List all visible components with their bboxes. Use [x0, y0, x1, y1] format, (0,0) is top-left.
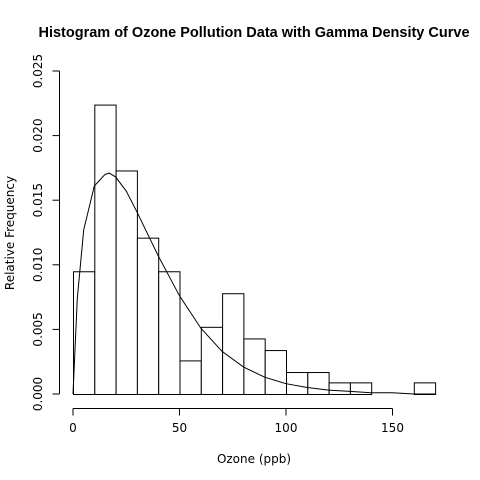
x-axis: 0 50 100 150 [69, 408, 404, 435]
x-tick-label-0: 0 [69, 421, 77, 435]
y-axis: 0.000 0.005 0.010 0.015 0.020 0.025 [31, 54, 60, 411]
histogram-bar-2 [115, 170, 138, 395]
x-axis-label: Ozone (ppb) [217, 452, 291, 466]
histogram-bar-13 [349, 382, 373, 396]
x-tick-label-2: 100 [275, 421, 298, 435]
histogram-bar-8 [243, 338, 266, 395]
histogram-bar-6 [200, 326, 224, 396]
y-tick-label-3: 0.015 [31, 183, 45, 217]
y-axis-label: Relative Frequency [3, 176, 17, 290]
y-tick-label-5: 0.025 [31, 54, 45, 88]
histogram-bar-1 [94, 104, 117, 395]
y-tick-label-1: 0.005 [31, 312, 45, 346]
y-tick-label-0: 0.000 [31, 377, 45, 411]
histogram-bar-10 [286, 372, 309, 396]
histogram-bars [73, 104, 437, 396]
histogram-bar-5 [179, 360, 202, 395]
x-tick-label-1: 50 [172, 421, 187, 435]
chart-title: Histogram of Ozone Pollution Data with G… [38, 25, 469, 41]
histogram-bar-0 [73, 271, 96, 396]
histogram-bar-9 [264, 350, 288, 395]
histogram-bar-16 [413, 382, 437, 396]
y-tick-label-2: 0.010 [31, 248, 45, 282]
y-tick-label-4: 0.020 [31, 118, 45, 152]
gamma-density-curve [72, 172, 436, 395]
histogram-bar-11 [307, 372, 330, 396]
x-tick-label-3: 150 [381, 421, 404, 435]
histogram-bar-4 [158, 271, 181, 396]
histogram-bar-12 [328, 382, 351, 396]
histogram-bar-7 [222, 293, 245, 395]
histogram-bar-3 [136, 237, 160, 395]
